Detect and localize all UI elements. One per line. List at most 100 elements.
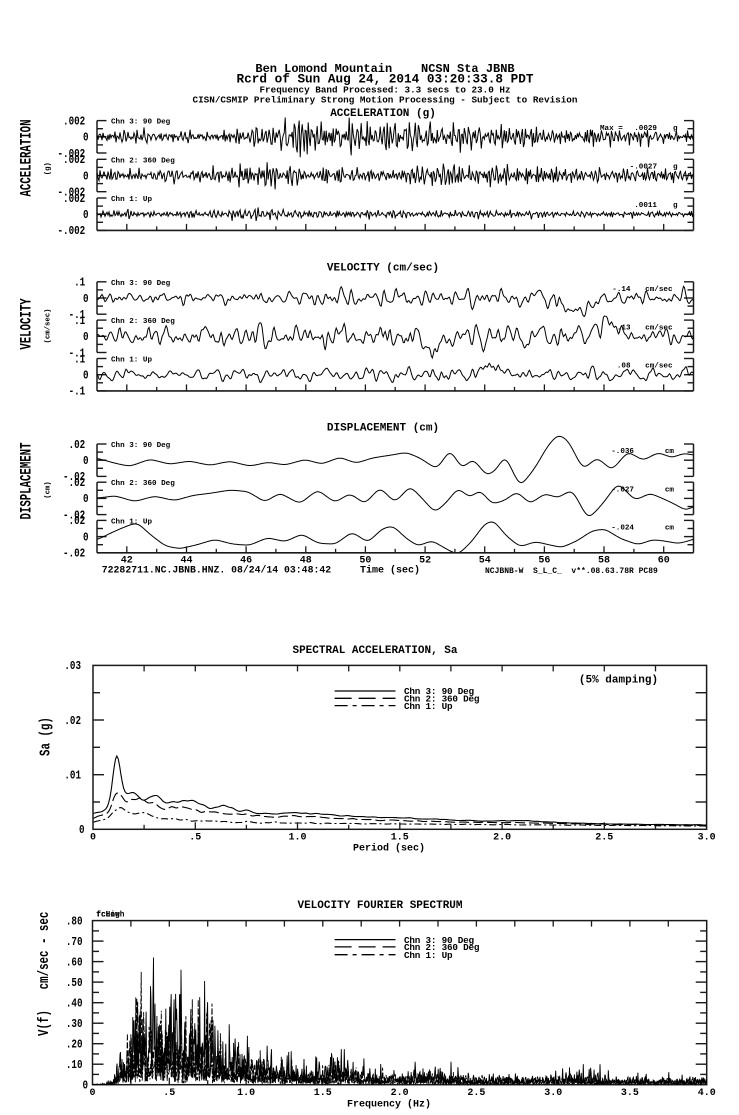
svg-text:Chn 3: 90 Deg: Chn 3: 90 Deg <box>404 935 475 946</box>
svg-text:0: 0 <box>79 824 85 837</box>
svg-text:0: 0 <box>83 493 89 506</box>
svg-text:1.0: 1.0 <box>288 832 306 843</box>
svg-text:DISPLACEMENT: DISPLACEMENT <box>17 443 34 520</box>
svg-text:Chn 1: Up: Chn 1: Up <box>404 701 453 712</box>
svg-text:Chn 3: 90 Deg: Chn 3: 90 Deg <box>111 280 171 288</box>
svg-text:.5: .5 <box>163 1088 175 1099</box>
svg-text:cm/sec: cm/sec <box>645 363 673 371</box>
svg-text:(5% damping): (5% damping) <box>579 675 658 687</box>
svg-text:.1: .1 <box>74 353 85 366</box>
svg-text:NCJBNB-W S_L_C_ v**.08.63.78: NCJBNB-W S_L_C_ v**.08.63.78R PC89 <box>485 567 658 576</box>
svg-text:g: g <box>673 164 678 172</box>
svg-text:3.0: 3.0 <box>544 1088 562 1099</box>
svg-text:0: 0 <box>90 832 96 843</box>
svg-text:ACCELERATION (g): ACCELERATION (g) <box>330 108 436 120</box>
svg-text:.20: .20 <box>66 1039 83 1052</box>
svg-text:Chn 3: 90 Deg: Chn 3: 90 Deg <box>404 686 475 697</box>
svg-text:0: 0 <box>83 370 89 383</box>
svg-text:.08: .08 <box>617 363 631 371</box>
svg-text:-.002: -.002 <box>58 225 86 238</box>
svg-text:0: 0 <box>83 455 89 468</box>
svg-text:g: g <box>673 125 678 133</box>
svg-text:2.0: 2.0 <box>493 832 511 843</box>
svg-text:g: g <box>673 202 678 210</box>
svg-text:Frequency Band Processed: 3.3: Frequency Band Processed: 3.3 secs to 23… <box>259 85 510 96</box>
svg-text:-.002: -.002 <box>58 187 86 200</box>
svg-text:72282711.NC.JBNB.HNZ. 08/24/14: 72282711.NC.JBNB.HNZ. 08/24/14 03:48:42 <box>102 565 331 576</box>
svg-text:VELOCITY FOURIER SPECTRUM: VELOCITY FOURIER SPECTRUM <box>297 900 462 912</box>
svg-text:52: 52 <box>419 555 431 566</box>
svg-text:0: 0 <box>83 293 89 306</box>
svg-text:.1: .1 <box>74 315 85 328</box>
svg-text:2.0: 2.0 <box>391 1088 409 1099</box>
svg-text:cm: cm <box>665 525 675 533</box>
svg-text:56: 56 <box>538 555 550 566</box>
svg-text:.50: .50 <box>66 977 83 990</box>
svg-text:.30: .30 <box>66 1018 83 1031</box>
svg-text:0: 0 <box>82 1080 88 1093</box>
svg-text:CISN/CSMIP Preliminary Strong: CISN/CSMIP Preliminary Strong Motion Pro… <box>193 95 578 106</box>
svg-text:54: 54 <box>479 555 491 566</box>
svg-text:.02: .02 <box>69 515 86 528</box>
svg-text:-.002: -.002 <box>58 148 86 161</box>
svg-text:.10: .10 <box>66 1059 83 1072</box>
svg-text:50: 50 <box>359 555 371 566</box>
svg-text:.002: .002 <box>63 193 85 206</box>
svg-text:-.14: -.14 <box>612 286 631 294</box>
svg-text:-.036: -.036 <box>611 448 634 456</box>
svg-text:.0029: .0029 <box>634 125 657 133</box>
svg-text:48: 48 <box>300 555 312 566</box>
svg-text:.01: .01 <box>64 770 81 783</box>
svg-text:cm/sec - sec: cm/sec - sec <box>35 912 52 990</box>
svg-text:Ben Lomond Mountain NCSN St: Ben Lomond Mountain NCSN Sta JBNB <box>255 62 514 76</box>
svg-text:0: 0 <box>83 209 89 222</box>
svg-text:.1: .1 <box>74 277 85 290</box>
svg-text:.40: .40 <box>66 998 83 1011</box>
svg-text:-.02: -.02 <box>63 509 85 522</box>
svg-text:-.0027: -.0027 <box>630 164 658 172</box>
svg-text:(cm/sec): (cm/sec) <box>45 308 53 343</box>
svg-text:.80: .80 <box>66 915 83 928</box>
svg-text:-.024: -.024 <box>611 525 634 533</box>
svg-text:42: 42 <box>121 555 133 566</box>
svg-text:Chn 2: 360 Deg: Chn 2: 360 Deg <box>111 157 175 165</box>
svg-text:cm: cm <box>665 486 675 494</box>
svg-text:58: 58 <box>598 555 610 566</box>
svg-text:1.5: 1.5 <box>391 832 409 843</box>
svg-text:-.02: -.02 <box>63 548 85 561</box>
svg-text:.02: .02 <box>64 715 81 728</box>
svg-text:3.5: 3.5 <box>621 1088 639 1099</box>
svg-text:DISPLACEMENT (cm): DISPLACEMENT (cm) <box>327 423 439 435</box>
svg-text:cm/sec: cm/sec <box>645 324 673 332</box>
svg-text:(g): (g) <box>45 162 53 175</box>
svg-text:-.02: -.02 <box>63 471 85 484</box>
svg-text:0: 0 <box>83 132 89 145</box>
svg-text:fcL: fcL <box>96 912 110 920</box>
svg-text:.13: .13 <box>617 324 631 332</box>
svg-text:44: 44 <box>180 555 192 566</box>
svg-text:fcLow: fcLow <box>96 912 120 920</box>
svg-text:.002: .002 <box>63 115 85 128</box>
svg-text:1.0: 1.0 <box>237 1088 255 1099</box>
svg-text:Rcrd of Sun Aug 24, 2014 03:20: Rcrd of Sun Aug 24, 2014 03:20:33.8 PDT <box>237 72 534 87</box>
svg-text:(cm): (cm) <box>45 481 53 499</box>
svg-text:Chn 2: 360 Deg: Chn 2: 360 Deg <box>404 942 480 953</box>
svg-text:.5: .5 <box>189 832 201 843</box>
svg-text:.03: .03 <box>64 660 81 673</box>
svg-text:0: 0 <box>89 1088 95 1099</box>
svg-text:.002: .002 <box>63 154 85 167</box>
svg-text:Sa (g): Sa (g) <box>37 717 54 756</box>
svg-text:2.5: 2.5 <box>467 1088 485 1099</box>
svg-text:cm: cm <box>665 448 675 456</box>
svg-text:1.5: 1.5 <box>314 1088 332 1099</box>
svg-text:Chn 2: 360 Deg: Chn 2: 360 Deg <box>111 480 175 488</box>
svg-text:.60: .60 <box>66 956 83 969</box>
svg-text:0: 0 <box>83 331 89 344</box>
svg-text:Frequency (Hz): Frequency (Hz) <box>347 1099 431 1111</box>
svg-text:fcHigh: fcHigh <box>96 912 124 920</box>
svg-text:Chn 1: Up: Chn 1: Up <box>404 950 453 961</box>
svg-text:VELOCITY (cm/sec): VELOCITY (cm/sec) <box>327 263 439 275</box>
svg-text:Chn 3: 90 Deg: Chn 3: 90 Deg <box>111 119 171 127</box>
svg-text:Max =: Max = <box>600 125 623 133</box>
svg-text:cm/sec: cm/sec <box>645 286 673 294</box>
